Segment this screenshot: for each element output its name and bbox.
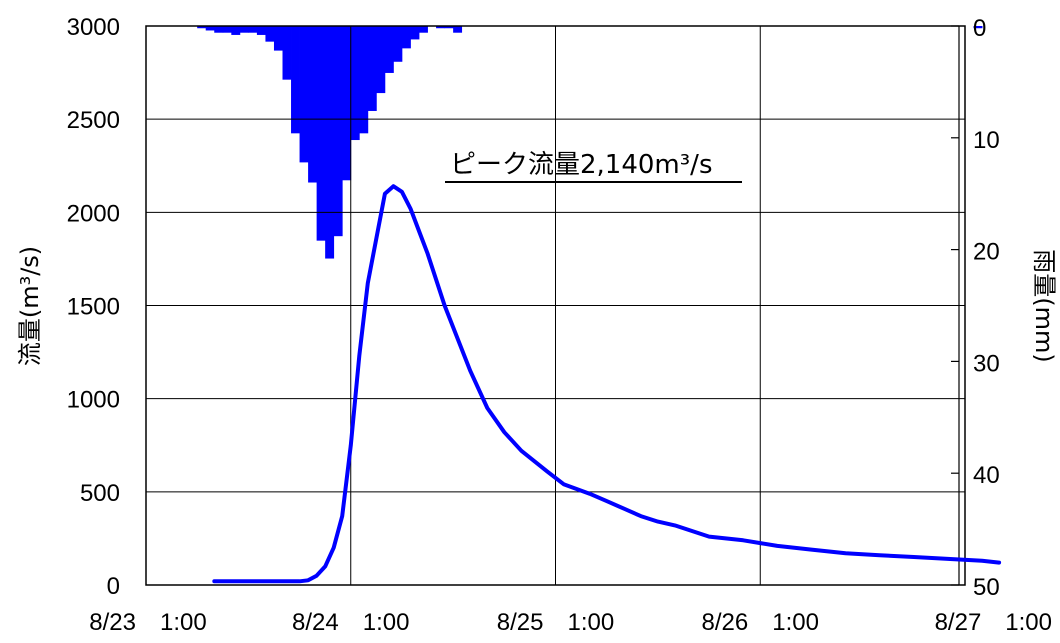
rain-bars <box>197 26 983 259</box>
y-left-tick-label: 0 <box>107 573 120 600</box>
rain-bar <box>444 26 454 29</box>
y-left-tick-label: 3000 <box>67 14 120 41</box>
plot-frame <box>145 25 966 586</box>
y-left-tick-label: 500 <box>80 480 120 507</box>
rain-bar <box>453 26 463 33</box>
rain-bar <box>973 26 983 29</box>
rain-bar <box>436 26 445 29</box>
right-axis-ticks: 0 10 20 30 40 50 <box>951 15 1000 601</box>
peak-annotation: ピーク流量2,140m³/s <box>450 150 713 180</box>
y-left-tick-label: 1000 <box>67 387 120 414</box>
rain-bar <box>231 26 241 35</box>
y-right-tick-label: 0 <box>973 15 986 42</box>
rain-bar <box>291 26 300 134</box>
rain-bar <box>376 26 386 94</box>
rain-bar <box>316 26 326 241</box>
x-tick-label: 8/27 1:00 <box>935 609 1052 636</box>
rain-bar <box>325 26 335 259</box>
rain-bar <box>367 26 377 111</box>
rain-bar <box>419 26 428 33</box>
rain-bar <box>299 26 309 163</box>
rain-bar <box>248 26 258 33</box>
x-tick-label: 8/25 1:00 <box>497 609 614 636</box>
rain-bar <box>256 26 266 35</box>
y-left-tick-label: 2500 <box>67 107 120 134</box>
rain-bar <box>197 26 207 29</box>
y-right-tick-label: 50 <box>973 574 1000 601</box>
rain-bar <box>342 26 352 181</box>
y-right-axis-label: 雨量(mm) <box>1030 249 1058 362</box>
x-axis-ticks: 8/23 1:00 8/24 1:00 8/25 1:00 8/26 1:00 8/27… <box>89 609 1052 636</box>
rain-bar <box>384 26 394 73</box>
y-left-tick-label: 1500 <box>67 294 120 321</box>
y-right-tick-label: 40 <box>973 462 1000 489</box>
rain-bar <box>393 26 403 62</box>
flow-series-line <box>212 184 1002 584</box>
rain-bar <box>359 26 369 134</box>
rain-bar <box>333 26 343 237</box>
y-right-tick-label: 30 <box>973 350 1000 377</box>
rain-bar <box>282 26 292 80</box>
y-left-tick-label: 2000 <box>67 200 120 227</box>
rain-bar <box>273 26 283 51</box>
y-right-tick-label: 20 <box>973 239 1000 266</box>
x-tick-label: 8/24 1:00 <box>292 609 409 636</box>
rain-bar <box>214 26 224 33</box>
left-axis-ticks: 0 500 1000 1500 2000 2500 3000 <box>67 14 120 600</box>
rain-bar <box>205 26 215 31</box>
x-tick-label: 8/23 1:00 <box>89 609 206 636</box>
grid-lines <box>146 26 965 585</box>
rain-bar <box>222 26 232 33</box>
rain-bar <box>410 26 420 40</box>
rain-bar <box>350 26 360 141</box>
y-left-axis-label: 流量(m³/s) <box>16 246 44 366</box>
rain-bar <box>265 26 275 42</box>
y-right-tick-label: 10 <box>973 127 1000 154</box>
x-tick-label: 8/26 1:00 <box>702 609 819 636</box>
rain-bar <box>239 26 249 33</box>
rain-bar <box>401 26 411 49</box>
rain-bar <box>308 26 318 183</box>
